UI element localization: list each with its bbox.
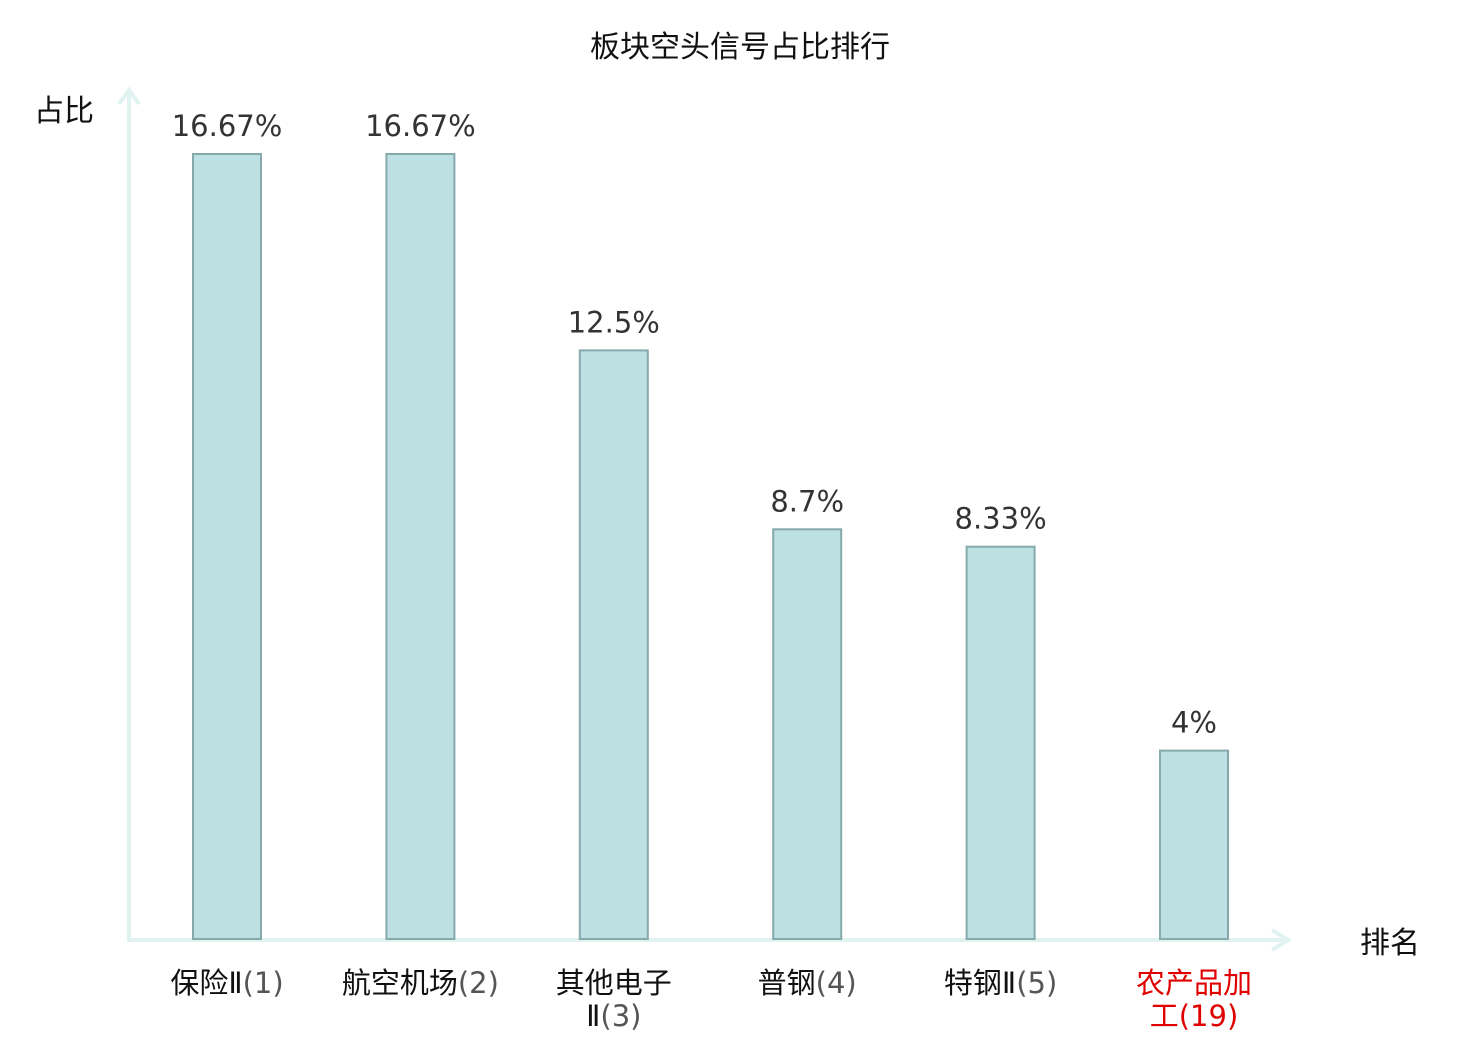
bar-2 <box>385 153 456 940</box>
category-name: 工 <box>1150 999 1179 1033</box>
category-label-6-line-1: 农产品加 <box>1136 966 1252 1000</box>
category-rank: (3) <box>600 999 641 1033</box>
axes: 占比 排名 <box>34 86 1420 961</box>
category-name: 特钢Ⅱ <box>944 966 1016 1000</box>
category-label-3-line-1: 其他电子 <box>556 966 672 1000</box>
value-labels: 16.67% 16.67% 12.5% 8.7% 8.33% 4% <box>172 109 1217 740</box>
category-rank: (4) <box>816 966 857 1000</box>
category-label-3-line-2: Ⅱ(3) <box>586 999 641 1033</box>
category-rank: (19) <box>1179 999 1239 1033</box>
chart-title: 板块空头信号占比排行 <box>590 30 890 65</box>
bar-6 <box>1159 749 1229 940</box>
value-label-2: 16.67% <box>365 109 476 143</box>
bars <box>192 153 1229 940</box>
category-label-6-line-2: 工(19) <box>1150 999 1239 1033</box>
category-label-5: 特钢Ⅱ(5) <box>944 966 1057 1000</box>
category-label-2: 航空机场(2) <box>342 966 499 1000</box>
category-label-1: 保险Ⅱ(1) <box>170 966 283 1000</box>
category-rank: (2) <box>458 966 499 1000</box>
value-label-6: 4% <box>1171 706 1217 740</box>
category-name: 保险Ⅱ <box>170 966 242 1000</box>
category-rank: (1) <box>243 966 284 1000</box>
category-name: 航空机场 <box>342 966 458 1000</box>
category-label-4: 普钢(4) <box>758 966 857 1000</box>
category-name: Ⅱ <box>586 999 600 1033</box>
value-label-3: 12.5% <box>568 305 660 339</box>
value-label-5: 8.33% <box>955 502 1047 536</box>
x-axis-label: 排名 <box>1360 926 1420 961</box>
y-axis-arrow <box>117 86 141 106</box>
category-name: 其他电子 <box>556 966 672 1000</box>
value-label-4: 8.7% <box>770 484 844 518</box>
bar-4 <box>772 528 843 940</box>
category-name: 农产品加 <box>1136 966 1252 1000</box>
bar-3 <box>578 349 649 940</box>
category-rank: (5) <box>1016 966 1057 1000</box>
y-axis-label: 占比 <box>34 94 94 129</box>
x-axis-arrow <box>1270 928 1292 952</box>
bar-5 <box>965 545 1036 940</box>
bar-1 <box>192 153 262 940</box>
category-name: 普钢 <box>758 966 816 1000</box>
value-label-1: 16.67% <box>172 109 283 143</box>
